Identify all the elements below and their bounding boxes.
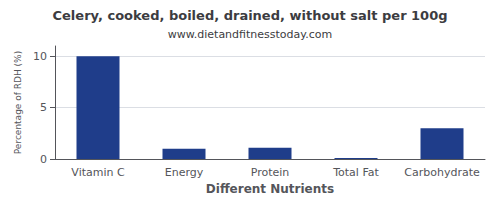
svg-text:0: 0 bbox=[40, 153, 47, 166]
svg-text:Vitamin C: Vitamin C bbox=[71, 166, 125, 179]
svg-text:Energy: Energy bbox=[165, 166, 204, 179]
svg-text:5: 5 bbox=[40, 101, 47, 114]
svg-text:www.dietandfitnesstoday.com: www.dietandfitnesstoday.com bbox=[168, 28, 332, 41]
svg-text:Total Fat: Total Fat bbox=[332, 166, 379, 179]
svg-text:10: 10 bbox=[33, 50, 47, 63]
svg-text:Celery, cooked, boiled, draine: Celery, cooked, boiled, drained, without… bbox=[52, 8, 447, 23]
svg-text:Protein: Protein bbox=[251, 166, 290, 179]
svg-text:Percentage of RDH (%): Percentage of RDH (%) bbox=[13, 51, 23, 154]
svg-text:Different Nutrients: Different Nutrients bbox=[206, 182, 334, 196]
svg-text:Carbohydrate: Carbohydrate bbox=[404, 166, 480, 179]
